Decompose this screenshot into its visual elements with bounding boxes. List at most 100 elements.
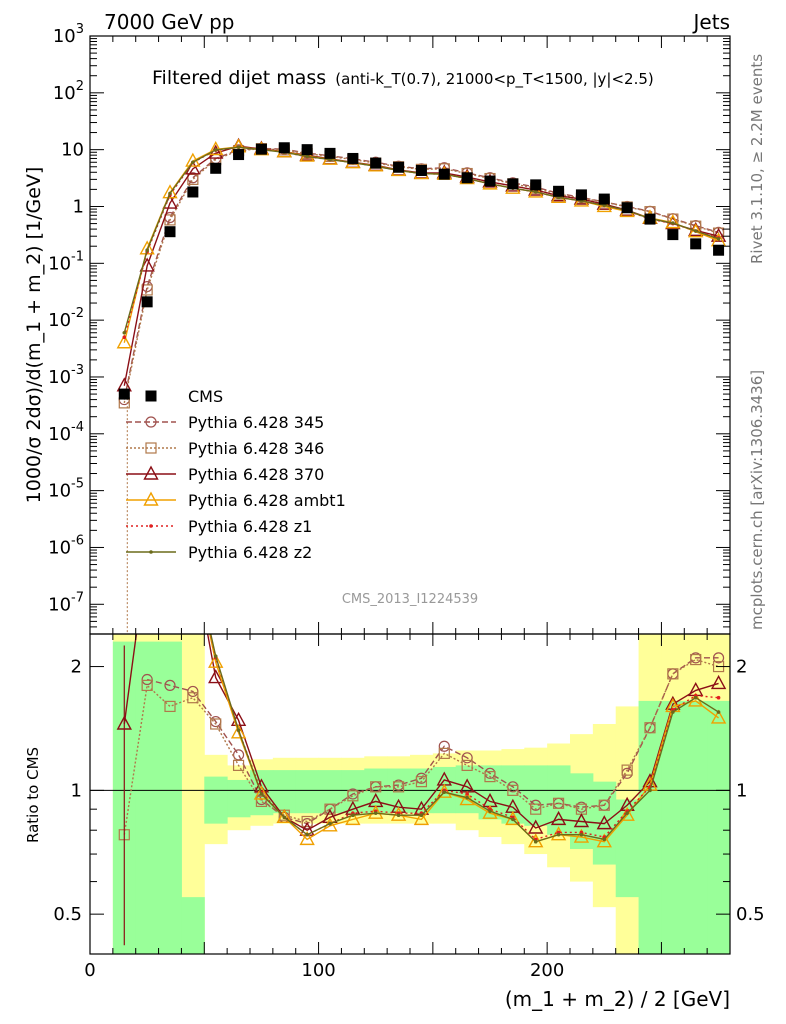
legend-marker — [145, 390, 157, 402]
ratio-series-line — [123, 634, 719, 832]
main-series-point — [533, 190, 538, 194]
data-point — [141, 296, 153, 308]
ratio-series-point — [465, 795, 469, 800]
ratio-series-point — [187, 692, 199, 704]
main-series-point — [665, 214, 681, 229]
ratio-series-point — [390, 806, 407, 821]
data-point — [255, 143, 267, 155]
main-y-tick-label: 10-6 — [48, 533, 84, 558]
ratio-series-point — [488, 809, 492, 813]
legend-entry: CMS — [145, 387, 223, 406]
ratio-series-point — [141, 679, 153, 691]
main-y-tick-label: 1 — [73, 196, 84, 217]
ratio-series-point — [208, 653, 224, 668]
main-series-point — [716, 237, 721, 241]
ratio-series-point — [438, 740, 450, 752]
ratio-series-point — [712, 652, 725, 664]
main-series-1 — [118, 142, 725, 406]
legend-entry: Pythia 6.428 346 — [126, 439, 324, 458]
data-point — [324, 147, 336, 159]
ratio-series-point — [716, 695, 721, 700]
ratio-series-point — [716, 710, 721, 714]
legend-marker — [143, 465, 159, 480]
green-band-bin — [318, 770, 342, 814]
ratio-series-point — [187, 685, 199, 698]
legend-marker — [143, 491, 159, 506]
ratio-series-point — [552, 797, 565, 809]
x-tick-label: 200 — [530, 960, 564, 981]
green-band-bin — [204, 776, 228, 824]
data-point — [278, 142, 290, 154]
data-point — [415, 164, 427, 176]
legend-marker — [149, 524, 153, 528]
ratio-series-point — [255, 795, 268, 808]
ratio-series-point — [667, 668, 679, 680]
ratio-series-point — [328, 821, 332, 826]
ratio-series-point — [305, 832, 309, 837]
ratio-series-point — [442, 790, 447, 794]
ratio-y-tick-label-right: 0.5 — [736, 904, 765, 925]
main-series-point — [213, 148, 218, 152]
ratio-series-point — [299, 830, 315, 846]
chart-title-main: Filtered dijet mass — [152, 67, 326, 89]
data-point — [210, 162, 222, 174]
ratio-series-point — [208, 669, 224, 684]
main-frame — [89, 35, 731, 635]
data-point — [575, 189, 587, 201]
ratio-series-point — [550, 810, 567, 826]
ratio-series-line — [123, 658, 719, 835]
ratio-series-point — [396, 813, 401, 818]
main-y-tick-label: 10-7 — [48, 590, 84, 615]
main-y-axis-label: 1000/σ 2dσ)/d(m_1 + m_2) [1/GeV] — [23, 167, 45, 504]
green-band-bin — [615, 799, 640, 898]
main-y-tick-label: 102 — [53, 79, 84, 104]
green-band-bin — [661, 700, 685, 954]
data-point — [370, 157, 382, 169]
green-band-bin — [158, 641, 182, 954]
ratio-series-point — [413, 810, 430, 826]
ratio-series-2 — [118, 653, 725, 841]
green-band-bin — [570, 773, 594, 850]
main-series-line — [123, 147, 719, 404]
main-series-point — [710, 227, 727, 242]
ratio-series-point — [210, 718, 222, 730]
legend-marker — [149, 550, 153, 554]
green-band-bin — [524, 765, 548, 826]
data-point — [187, 186, 199, 198]
legend-label: CMS — [188, 387, 223, 406]
main-series-line — [123, 146, 719, 343]
green-band-bin — [684, 700, 708, 954]
green-band-bin — [272, 770, 297, 814]
green-band-bin — [547, 765, 571, 835]
ratio-panel-series — [90, 634, 730, 946]
ratio-series-line — [210, 634, 719, 843]
ratio-y-tick-label: 2 — [71, 657, 82, 678]
ratio-y-tick-label: 0.5 — [53, 904, 82, 925]
ratio-series-point — [141, 673, 153, 686]
ratio-series-point — [392, 781, 405, 793]
data-point — [667, 229, 679, 241]
ratio-series-point — [253, 785, 270, 800]
data-point — [301, 144, 313, 156]
data-point — [530, 179, 542, 191]
ratio-series-point — [459, 791, 475, 806]
data-point — [553, 185, 565, 197]
ratio-series-point — [415, 776, 428, 788]
main-series-point — [168, 191, 172, 196]
ratio-series-point — [507, 784, 519, 796]
data-point — [347, 152, 359, 164]
header-left: 7000 GeV pp — [104, 10, 235, 34]
ratio-series-point — [648, 788, 652, 793]
legend-entry: Pythia 6.428 ambt1 — [126, 491, 346, 510]
x-tick-label: 100 — [301, 960, 335, 981]
data-point — [438, 168, 450, 180]
rivet-label: Rivet 3.1.10, ≥ 2.2M events — [748, 54, 766, 264]
main-series-point — [122, 335, 127, 340]
ratio-series-point — [596, 833, 612, 848]
ratio-series-point — [511, 817, 515, 822]
legend-label: Pythia 6.428 346 — [188, 439, 324, 458]
green-band-bin — [341, 770, 365, 814]
main-y-tick-label: 10-5 — [48, 477, 84, 502]
header-right: Jets — [692, 10, 730, 34]
